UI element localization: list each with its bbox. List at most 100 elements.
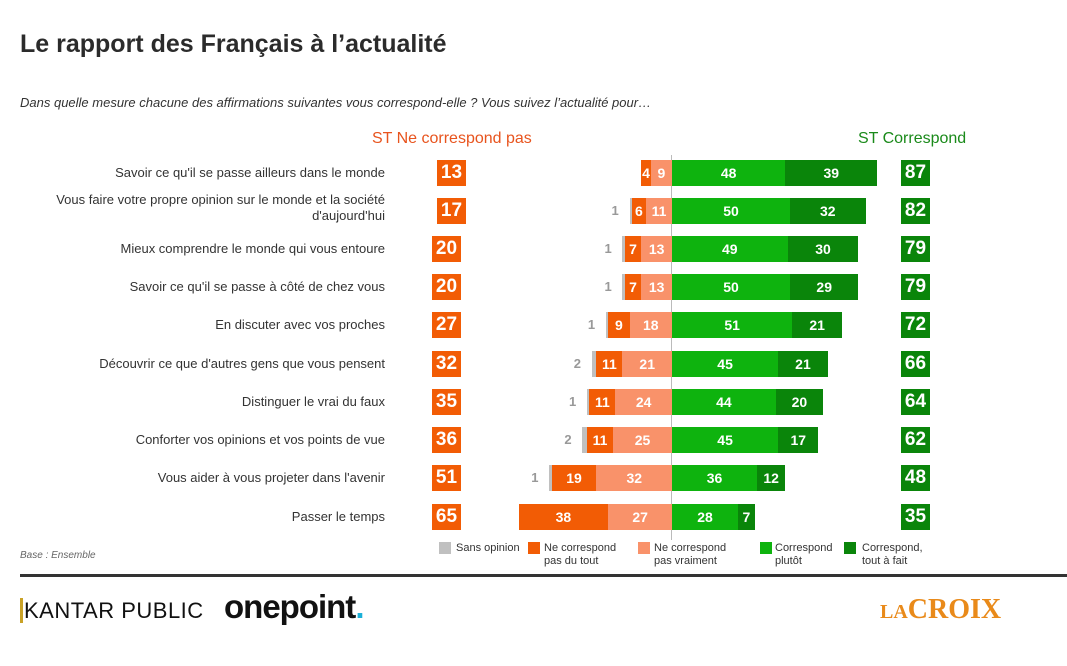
bar-segment-ne-correspond-pas-vraiment: 25 [613,427,672,453]
bar-segment-correspond-plutot: 50 [672,274,790,300]
bar-segment-correspond-plutot: 49 [672,236,788,262]
bar-segment-sans-opinion [582,427,588,453]
footer-divider [20,574,1067,577]
onepoint-logo-text: onepoint [224,588,356,625]
sans-opinion-value: 1 [587,317,596,332]
st-ne-correspond-pas-value: 51 [432,465,461,491]
st-ne-correspond-pas-value: 35 [432,389,461,415]
st-correspond-value: 35 [901,504,930,530]
bar-segment-ne-correspond-pas-du-tout: 11 [596,351,623,377]
sans-opinion-value: 1 [604,241,612,256]
category-label: Conforter vos opinions et vos points de … [135,432,385,447]
legend-label-ne-correspond-pas-du-tout: Ne correspond pas du tout [544,542,617,567]
sans-opinion-value: 1 [569,394,577,409]
bar-segment-ne-correspond-pas-du-tout: 11 [587,427,613,453]
la-croix-logo-croix: CROIX [907,594,1002,625]
st-correspond-value: 79 [901,236,930,262]
category-label: Mieux comprendre le monde qui vous entou… [120,241,385,256]
bar-segment-ne-correspond-pas-vraiment: 18 [629,312,672,338]
category-label: Savoir ce qu'il se passe ailleurs dans l… [115,165,385,180]
bar-segment-correspond-tout-a-fait: 21 [778,351,828,377]
legend-swatch-sans-opinion [439,542,451,554]
bar-segment-ne-correspond-pas-du-tout: 11 [589,389,616,415]
bar-segment-ne-correspond-pas-du-tout: 9 [608,312,630,338]
bar-segment-correspond-plutot: 36 [672,465,757,491]
bar-segment-correspond-tout-a-fait: 12 [756,465,786,491]
bar-segment-correspond-tout-a-fait: 20 [775,389,824,415]
category-label: En discuter avec vos proches [215,317,385,332]
legend-label-correspond-plutot: Correspond plutôt [775,542,833,567]
center-axis [671,155,672,540]
legend-swatch-correspond-tout-a-fait [844,542,856,554]
bar-segment-ne-correspond-pas-du-tout: 7 [624,274,642,300]
kantar-public-logo: KANTAR PUBLIC [20,598,204,624]
category-label: Vous aider à vous projeter dans l'avenir [157,470,385,485]
onepoint-logo-dot: . [355,588,364,625]
category-label: Passer le temps [291,509,385,524]
bar-segment-ne-correspond-pas-du-tout: 38 [518,504,609,530]
bar-segment-ne-correspond-pas-du-tout: 4 [641,160,651,186]
st-ne-correspond-pas-value: 17 [437,198,466,224]
bar-segment-ne-correspond-pas-du-tout: 6 [631,198,647,224]
bar-segment-sans-opinion [622,236,625,262]
legend-swatch-correspond-plutot [760,542,772,554]
st-ne-correspond-pas-value: 36 [432,427,461,453]
sans-opinion-value: 1 [604,279,612,294]
bar-segment-ne-correspond-pas-vraiment: 13 [641,274,672,300]
legend-label-correspond-tout-a-fait: Correspond, tout à fait [862,542,923,567]
legend-label-ne-correspond-pas-vraiment: Ne correspond pas vraiment [654,542,727,567]
category-label: Vous faire votre propre opinion sur le m… [56,192,385,223]
kantar-logo-text: KANTAR PUBLIC [20,598,204,623]
bar-segment-ne-correspond-pas-vraiment: 13 [641,236,672,262]
bar-segment-sans-opinion [622,274,625,300]
bar-segment-ne-correspond-pas-du-tout: 7 [624,236,642,262]
legend-label-sans-opinion: Sans opinion [456,542,520,554]
st-ne-correspond-pas-value: 32 [432,351,461,377]
header-st-ne-correspond-pas: ST Ne correspond pas [372,130,532,147]
bar-segment-ne-correspond-pas-vraiment: 9 [650,160,672,186]
st-correspond-value: 79 [901,274,930,300]
bar-segment-sans-opinion [549,465,552,491]
la-croix-logo-la: LA [880,601,908,623]
sans-opinion-value: 1 [531,470,539,485]
st-correspond-value: 48 [901,465,930,491]
chart-title: Le rapport des Français à l’actualité [20,30,447,58]
st-correspond-value: 66 [901,351,930,377]
bar-segment-correspond-plutot: 44 [672,389,776,415]
sans-opinion-value: 2 [573,356,581,371]
bar-segment-correspond-tout-a-fait: 29 [790,274,859,300]
bar-segment-sans-opinion [591,351,597,377]
st-ne-correspond-pas-value: 13 [437,160,466,186]
onepoint-logo: onepoint. [224,588,365,626]
sans-opinion-value: 2 [564,432,572,447]
category-label: Découvrir ce que d'autres gens que vous … [99,356,385,371]
bar-segment-correspond-tout-a-fait: 32 [790,198,866,224]
bar-segment-ne-correspond-pas-vraiment: 27 [608,504,672,530]
st-correspond-value: 82 [901,198,930,224]
category-label: Distinguer le vrai du faux [241,394,385,409]
chart-subtitle: Dans quelle mesure chacune des affirmati… [20,95,652,110]
bar-segment-correspond-tout-a-fait: 21 [792,312,842,338]
bar-segment-sans-opinion [605,312,609,338]
bar-segment-ne-correspond-pas-vraiment: 21 [622,351,672,377]
st-correspond-value: 72 [901,312,930,338]
st-correspond-value: 64 [901,389,930,415]
bar-segment-correspond-tout-a-fait: 7 [738,504,755,530]
legend-swatch-ne-correspond-pas-du-tout [528,542,540,554]
st-ne-correspond-pas-value: 27 [432,312,461,338]
st-correspond-value: 87 [901,160,930,186]
bar-segment-correspond-tout-a-fait: 39 [785,160,878,186]
sans-opinion-value: 1 [611,203,619,218]
category-label: Savoir ce qu'il se passe à côté de chez … [129,279,385,294]
bar-segment-correspond-tout-a-fait: 17 [778,427,819,453]
st-ne-correspond-pas-value: 20 [432,274,461,300]
bar-segment-correspond-plutot: 45 [672,427,779,453]
bar-segment-ne-correspond-pas-vraiment: 32 [596,465,672,491]
bar-segment-correspond-plutot: 45 [672,351,779,377]
legend-swatch-ne-correspond-pas-vraiment [638,542,650,554]
bar-segment-sans-opinion [587,389,590,415]
header-st-correspond: ST Correspond [858,130,967,147]
bar-segment-correspond-plutot: 28 [672,504,739,530]
st-ne-correspond-pas-value: 20 [432,236,461,262]
st-ne-correspond-pas-value: 65 [432,504,461,530]
